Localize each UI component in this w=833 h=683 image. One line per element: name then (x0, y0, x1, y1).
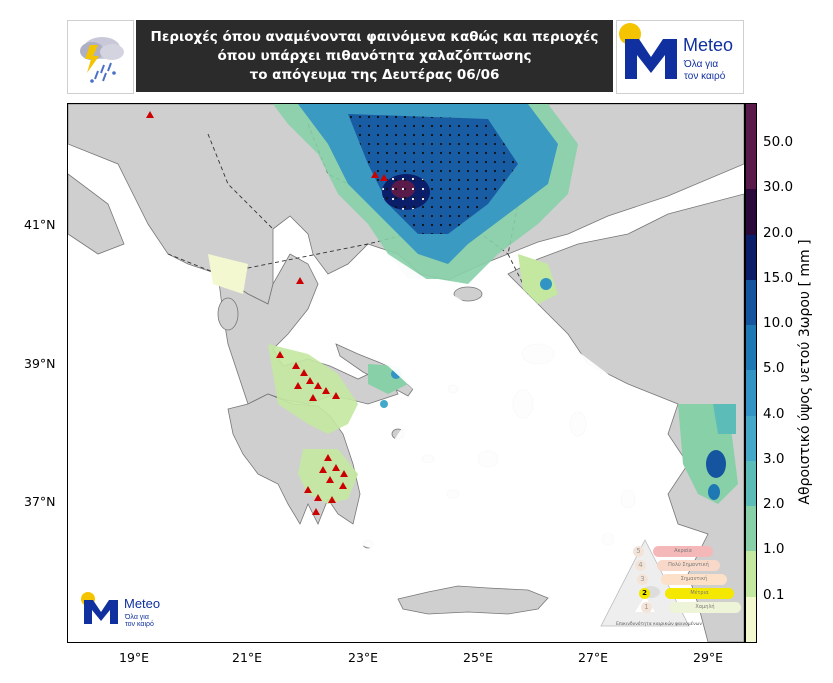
red-triangle-icon (340, 470, 348, 477)
red-triangle-icon (296, 277, 304, 284)
red-triangle-icon (339, 482, 347, 489)
meteo-header-logo: Meteo Όλα για τον καιρό (616, 20, 744, 94)
risk-legend-level: Ακραία (653, 546, 713, 557)
colorbar-tick-label: 0.1 (763, 586, 785, 603)
meteo-logo-icon (619, 23, 677, 79)
red-triangle-icon (304, 486, 312, 493)
risk-legend-caption: Επικινδυνότητα καιρικών φαινομένων (616, 622, 702, 627)
red-triangle-icon (146, 111, 154, 118)
colorbar-segment (746, 551, 756, 598)
red-triangle-icon (306, 377, 314, 384)
colorbar-segment (746, 596, 756, 643)
colorbar-segment (746, 144, 756, 190)
latitude-tick-label: 39°N (24, 356, 56, 371)
title-line-3: το απόγευμα της Δευτέρας 06/06 (249, 66, 500, 83)
greece-precipitation-map: Meteo Όλα για τον καιρό Ακραία 5 Πολύ Σημα… (67, 103, 745, 643)
precipitation-colorbar (745, 103, 757, 643)
colorbar-tick-label: 50.0 (763, 134, 794, 150)
title-line-2: όπου υπάρχει πιθανότητα χαλαζόπτωσης (217, 47, 532, 64)
red-triangle-icon (332, 392, 340, 399)
red-triangle-icon (371, 171, 379, 178)
colorbar-segment (746, 460, 756, 507)
colorbar-tick-label: 15.0 (763, 269, 794, 286)
longitude-tick-label: 19°E (119, 650, 150, 665)
colorbar-tick-label: 3.0 (763, 450, 785, 467)
red-triangle-icon (292, 362, 300, 369)
risk-level-number: 3 (637, 574, 648, 585)
red-triangle-icon (309, 394, 317, 401)
header-weather-icon-box (67, 20, 134, 94)
risk-level-number: 2 (639, 588, 650, 599)
colorbar-segment (746, 104, 756, 144)
meteo-logo-icon (81, 592, 118, 624)
corner-brand-tagline-2: τον καιρό (125, 621, 154, 628)
risk-legend-level: Μέτρια (665, 588, 734, 599)
red-triangle-icon (319, 466, 327, 473)
colorbar-segment (746, 415, 756, 462)
risk-legend-level: Σημαντική (661, 574, 727, 585)
red-triangle-icon (322, 387, 330, 394)
risk-level-number: 5 (633, 546, 644, 557)
map-canvas (68, 104, 744, 642)
colorbar-segment (746, 234, 756, 281)
longitude-tick-label: 29°E (693, 650, 724, 665)
red-triangle-icon (312, 508, 320, 515)
colorbar-segment (746, 189, 756, 236)
colorbar-tick-label: 4.0 (763, 405, 785, 422)
longitude-tick-label: 23°E (348, 650, 379, 665)
colorbar-segment (746, 325, 756, 371)
red-triangle-icon (300, 369, 308, 376)
red-triangle-icon (332, 464, 340, 471)
red-triangle-icon (328, 496, 336, 503)
colorbar-segment (746, 506, 756, 552)
map-title: Περιοχές όπου αναμένονται φαινόμενα καθώ… (136, 20, 613, 92)
longitude-tick-label: 25°E (463, 650, 494, 665)
risk-level-number: 1 (641, 602, 652, 613)
risk-legend: Ακραία 5 Πολύ Σημαντική 4 Σημαντική 3 Μέτρια 2 Χ… (593, 534, 743, 634)
colorbar-segment (746, 279, 756, 326)
brand-tagline-1: Όλα για (684, 59, 719, 70)
red-triangle-icon (294, 382, 302, 389)
latitude-tick-label: 37°N (24, 494, 56, 509)
latitude-tick-label: 41°N (24, 217, 56, 232)
corner-brand-tagline-1: Όλα για (125, 614, 149, 621)
longitude-tick-label: 27°E (578, 650, 609, 665)
red-triangle-icon (326, 476, 334, 483)
red-triangle-icon (314, 382, 322, 389)
colorbar-tick-label: 1.0 (763, 541, 785, 558)
colorbar-tick-label: 30.0 (763, 179, 794, 196)
colorbar-segment (746, 370, 756, 417)
longitude-tick-label: 21°E (232, 650, 263, 665)
red-triangle-icon (314, 494, 322, 501)
corner-brand-name: Meteo (124, 596, 161, 611)
red-triangle-icon (276, 351, 284, 358)
sea-area (358, 254, 668, 584)
colorbar-title: Αθροιστικό ύψος υετού 3ωρου [ mm ] (797, 239, 813, 505)
colorbar-tick-label: 20.0 (763, 224, 794, 241)
thunderstorm-hail-icon (80, 37, 124, 83)
brand-name: Meteo (683, 35, 734, 55)
meteo-corner-logo: Meteo Όλα για τον καιρό (78, 590, 188, 630)
brand-tagline-2: τον καιρό (684, 71, 726, 82)
precipitation-fields (208, 104, 738, 504)
hail-markers (146, 111, 388, 515)
red-triangle-icon (324, 454, 332, 461)
risk-legend-level: Πολύ Σημαντική (657, 560, 720, 571)
colorbar-tick-label: 2.0 (763, 496, 785, 513)
risk-level-number: 4 (635, 560, 646, 571)
colorbar-tick-label: 5.0 (763, 360, 785, 377)
title-line-1: Περιοχές όπου αναμένονται φαινόμενα καθώ… (150, 28, 599, 45)
risk-legend-level: Χαμηλή (669, 602, 741, 613)
red-triangle-icon (380, 174, 388, 181)
colorbar-tick-label: 10.0 (763, 315, 794, 332)
